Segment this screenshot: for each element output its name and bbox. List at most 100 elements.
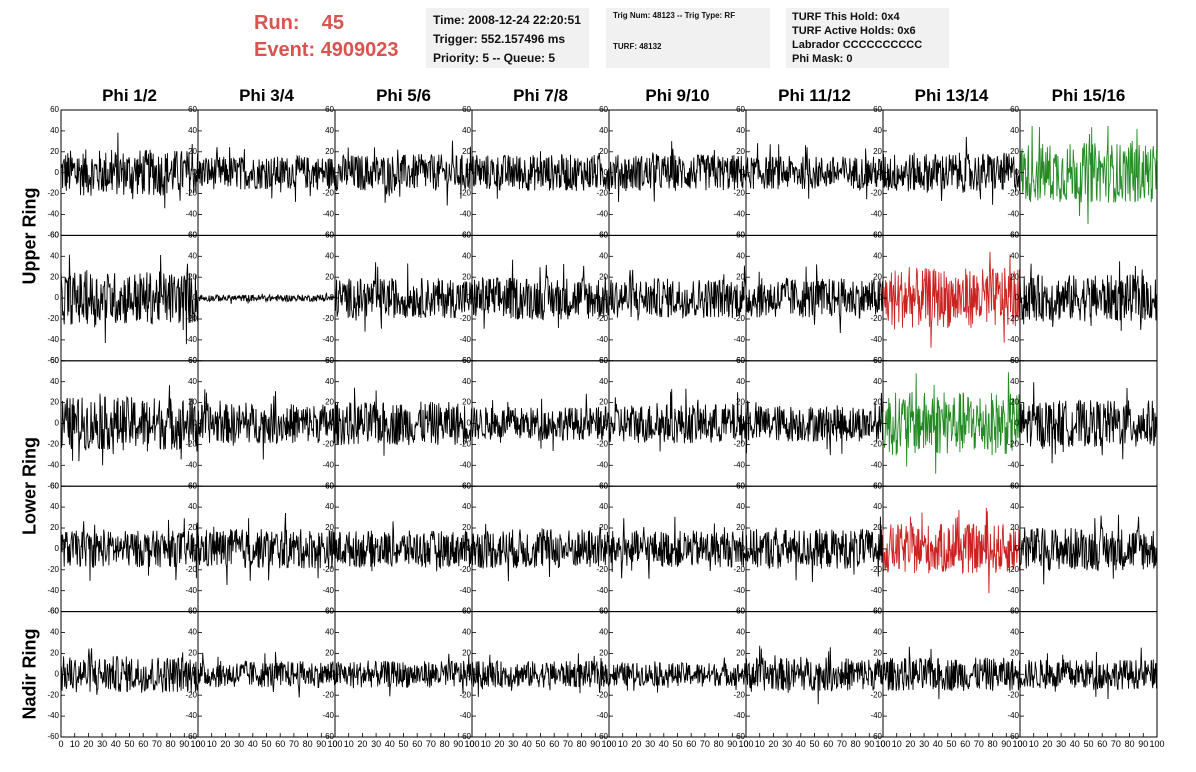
y-tick-label: -20	[185, 690, 197, 699]
y-tick-label: 20	[462, 272, 471, 281]
y-tick-label: -40	[596, 335, 608, 344]
y-tick-label: 0	[1015, 544, 1020, 553]
y-tick-label: 40	[736, 628, 745, 637]
x-tick-label: 10	[344, 739, 354, 749]
y-tick-label: 0	[878, 544, 883, 553]
y-tick-label: 20	[736, 147, 745, 156]
x-tick-label: 70	[289, 739, 299, 749]
y-tick-label: -40	[47, 586, 59, 595]
y-tick-label: 20	[50, 398, 59, 407]
waveform-trace	[334, 521, 473, 572]
y-tick-label: 40	[1010, 377, 1019, 386]
y-tick-label: 20	[325, 398, 334, 407]
x-tick-label: 70	[1111, 739, 1121, 749]
y-tick-label: -60	[733, 732, 745, 741]
y-tick-label: -20	[459, 189, 471, 198]
x-tick-label: 30	[371, 739, 381, 749]
y-tick-label: 40	[736, 377, 745, 386]
y-tick-label: -20	[596, 189, 608, 198]
y-tick-label: 40	[873, 502, 882, 511]
y-tick-label: 0	[1015, 669, 1020, 678]
x-tick-label: 40	[248, 739, 258, 749]
x-tick-label: 100	[738, 739, 753, 749]
y-tick-label: 20	[873, 649, 882, 658]
y-tick-label: -20	[733, 690, 745, 699]
waveform-trace	[608, 516, 747, 579]
y-tick-label: 0	[878, 293, 883, 302]
x-tick-label: 90	[179, 739, 189, 749]
x-tick-label: 30	[1056, 739, 1066, 749]
x-tick-label: 10	[618, 739, 628, 749]
x-tick-label: 70	[426, 739, 436, 749]
y-tick-label: 20	[599, 147, 608, 156]
y-tick-label: 40	[599, 502, 608, 511]
x-tick-label: 20	[83, 739, 93, 749]
y-tick-label: 60	[873, 607, 882, 616]
x-tick-label: 20	[905, 739, 915, 749]
waveform-trace	[1019, 125, 1158, 225]
x-tick-label: 90	[727, 739, 737, 749]
x-tick-label: 10	[207, 739, 217, 749]
y-tick-label: 40	[599, 251, 608, 260]
column-header-phi-7-8: Phi 7/8	[513, 86, 568, 105]
x-tick-label: 90	[453, 739, 463, 749]
y-tick-label: -20	[185, 314, 197, 323]
y-tick-label: -40	[322, 210, 334, 219]
column-header-phi-13-14: Phi 13/14	[914, 86, 989, 105]
waveform-trace	[745, 516, 884, 583]
y-tick-label: 20	[50, 147, 59, 156]
x-tick-label: 20	[631, 739, 641, 749]
event-value: 4909023	[320, 39, 399, 61]
waveform-trace	[198, 291, 336, 304]
y-tick-label: -40	[459, 460, 471, 469]
y-tick-label: 20	[873, 147, 882, 156]
y-tick-label: 40	[50, 628, 59, 637]
y-tick-label: 40	[873, 628, 882, 637]
y-tick-label: 40	[188, 126, 197, 135]
x-tick-label: 10	[892, 739, 902, 749]
waveform-trace	[745, 645, 884, 705]
waveform-trace	[608, 388, 747, 452]
y-tick-label: -40	[870, 711, 882, 720]
x-tick-label: 90	[590, 739, 600, 749]
x-tick-label: 80	[303, 739, 313, 749]
y-tick-label: -40	[1007, 586, 1019, 595]
y-tick-label: 0	[55, 168, 60, 177]
y-tick-label: 60	[1010, 607, 1019, 616]
x-tick-label: 30	[234, 739, 244, 749]
y-tick-label: 60	[188, 356, 197, 365]
x-tick-label: 70	[974, 739, 984, 749]
y-tick-label: 60	[50, 356, 59, 365]
y-tick-label: -20	[596, 314, 608, 323]
y-tick-label: 0	[467, 669, 472, 678]
x-tick-label: 0	[195, 739, 200, 749]
priority-text: Priority: 5 -- Queue: 5	[433, 51, 556, 65]
y-tick-label: -40	[322, 335, 334, 344]
y-tick-label: 20	[50, 523, 59, 532]
y-tick-label: 0	[193, 419, 198, 428]
x-tick-label: 80	[166, 739, 176, 749]
y-tick-label: 40	[462, 126, 471, 135]
y-tick-label: 40	[599, 126, 608, 135]
y-tick-label: 60	[1010, 105, 1019, 114]
waveform-trace	[60, 648, 199, 695]
y-tick-label: -40	[733, 460, 745, 469]
y-tick-label: -40	[596, 210, 608, 219]
y-tick-label: -20	[1007, 189, 1019, 198]
x-tick-label: 100	[190, 739, 205, 749]
y-tick-label: -40	[459, 210, 471, 219]
y-tick-label: 20	[325, 649, 334, 658]
y-tick-label: 0	[604, 544, 609, 553]
x-tick-label: 60	[138, 739, 148, 749]
y-tick-label: 0	[741, 419, 746, 428]
turf-active-holds-text: TURF Active Holds: 0x6	[792, 25, 916, 37]
y-tick-label: -60	[47, 356, 59, 365]
y-tick-label: -40	[322, 586, 334, 595]
y-tick-label: 20	[325, 523, 334, 532]
waveform-trace	[882, 646, 1021, 700]
column-header-phi-15-16: Phi 15/16	[1051, 86, 1126, 105]
y-tick-label: 20	[736, 398, 745, 407]
y-tick-label: 0	[878, 419, 883, 428]
y-tick-label: 20	[599, 649, 608, 658]
